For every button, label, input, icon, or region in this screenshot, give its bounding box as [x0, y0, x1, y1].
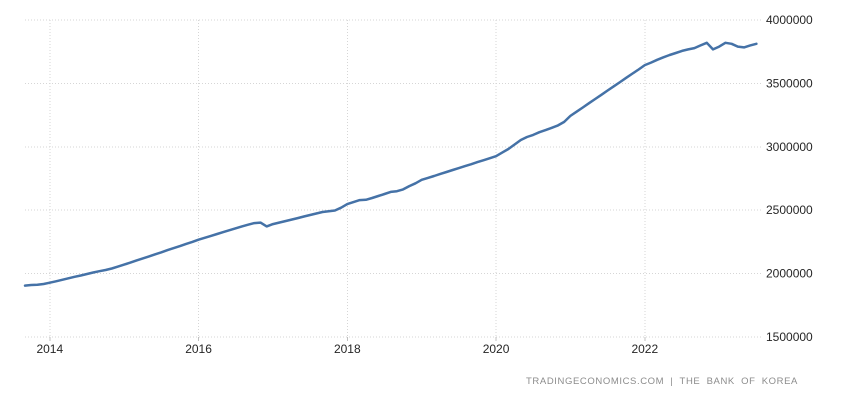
credit-text: TRADINGECONOMICS.COM | THE BANK OF KOREA: [526, 376, 798, 387]
y-axis-label: 1500000: [766, 330, 813, 344]
x-axis-label: 2016: [185, 342, 212, 356]
series-line: [23, 41, 758, 287]
y-axis-label: 2500000: [766, 203, 813, 217]
y-axis-label: 4000000: [766, 13, 813, 27]
x-axis-label: 2022: [631, 342, 658, 356]
y-axis-label: 3000000: [766, 140, 813, 154]
source-credit: TRADINGECONOMICS.COM | THE BANK OF KOREA: [526, 376, 798, 387]
y-axis-label: 2000000: [766, 267, 813, 281]
y-axis-label: 3500000: [766, 76, 813, 90]
x-axis-label: 2014: [36, 342, 63, 356]
x-axis-label: 2018: [334, 342, 361, 356]
x-axis-label: 2020: [483, 342, 510, 356]
